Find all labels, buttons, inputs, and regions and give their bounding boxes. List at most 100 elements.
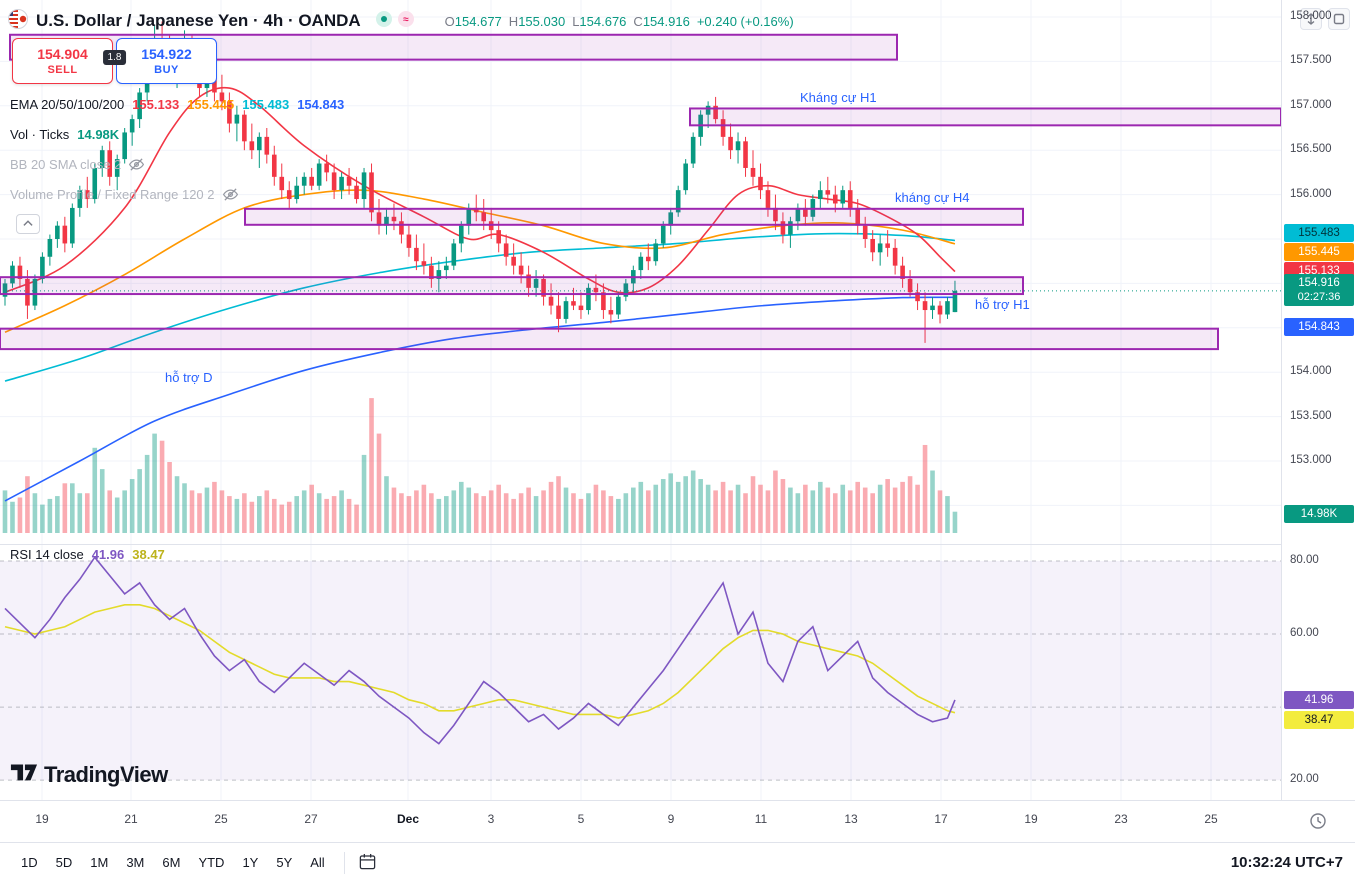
eye-off-icon[interactable] [222,187,238,202]
indicator-legend-row[interactable]: Volume Profile / Fixed Range 120 2 [10,184,344,204]
time-axis[interactable]: 19 21 25 27 Dec 3 5 9 11 13 17 19 23 25 [0,800,1355,842]
collapse-legend-button[interactable] [16,214,40,234]
svg-text:≈: ≈ [403,14,409,25]
price-label-chip: 14.98K [1284,505,1354,523]
range-button-5d[interactable]: 5D [47,850,82,875]
sell-button[interactable]: 154.904 SELL [12,38,113,84]
price-axis-label: 156.000 [1290,187,1332,200]
rsi-indicator-legend[interactable]: RSI 14 close 41.96 38.47 [10,547,165,562]
toolbar-divider [343,851,345,874]
time-axis-label: 23 [1114,812,1128,826]
rsi-axis-label: 80.00 [1290,554,1319,566]
price-label-chip: 41.96 [1284,691,1354,709]
indicator-name: EMA 20/50/100/200 [10,96,125,112]
rsi-line-rsi [4,556,956,745]
range-button-1m[interactable]: 1M [81,850,117,875]
trade-widget: 154.904 SELL 154.922 BUY 1.8 [12,38,217,84]
price-axis-label: 158.000 [1290,10,1332,22]
zone-kháng cự H4[interactable] [244,207,1024,226]
price-axis-label: 157.000 [1290,98,1332,111]
time-axis-label: Dec [396,812,419,826]
price-axis-label: 157.500 [1290,54,1332,67]
volume-series [2,398,958,533]
price-label-chip: 155.445 [1284,243,1354,261]
zone-label[interactable]: kháng cự H4 [895,190,970,205]
price-axis[interactable]: 158.000 157.500 157.000 156.500 156.000 154.0… [1281,0,1355,800]
time-axis-label: 13 [844,812,858,826]
zone-label[interactable]: Kháng cự H1 [800,90,877,105]
session-clock[interactable]: 10:32:24 UTC+7 [1230,854,1343,871]
range-button-1y[interactable]: 1Y [233,850,267,875]
rsi-chart-canvas[interactable] [0,545,1281,800]
logo-text: TradingView [44,761,168,787]
rsi-grid [41,545,1212,800]
time-axis-label: 19 [1024,812,1038,826]
tradingview-logo[interactable]: TradingView [10,760,168,789]
time-axis-label: 19 [35,812,49,826]
buy-button[interactable]: 154.922 BUY [116,38,217,84]
calendar-icon [358,852,377,874]
indicator-legend-row[interactable]: Vol · Ticks 14.98K [10,124,344,144]
bar-countdown: 02:27:36 [1297,291,1341,303]
eye-off-icon[interactable] [129,157,145,172]
zone-hỗ trợ D[interactable] [0,327,1219,351]
indicator-name: BB 20 SMA close 2 [10,156,122,172]
price-axis-label: 153.500 [1290,409,1332,422]
scale-reset-icon[interactable] [1300,8,1322,30]
open-value: 154.677 [454,13,502,29]
time-axis-label: 17 [934,812,948,826]
tradingview-logo-icon [10,760,38,789]
close-value: 154.916 [642,13,690,29]
sell-price: 154.904 [37,46,88,62]
indicator-value: 155.133 [132,96,180,112]
chevron-up-icon [21,217,35,232]
zone-label[interactable]: hỗ trợ D [165,370,213,385]
range-button-1d[interactable]: 1D [12,850,47,875]
rsi-pane[interactable] [0,545,1281,800]
indicator-value: 154.843 [297,96,345,112]
candlestick-series [2,21,958,343]
delayed-data-icon[interactable]: ≈ [397,10,415,33]
bottom-toolbar: 1D 5D 1M 3M 6M YTD 1Y 5Y All 10:32:24 UTC+7 [0,842,1355,882]
range-button-all[interactable]: All [301,850,333,875]
rsi-legend-name: RSI 14 close [10,547,84,562]
price-axis-label: 154.000 [1290,365,1332,378]
timezone-clock-icon[interactable] [1306,810,1330,834]
time-axis-label: 11 [754,812,768,826]
price-chart-pane[interactable] [0,0,1282,545]
maximize-pane-icon[interactable] [1328,8,1350,30]
zone-hỗ trợ H1[interactable] [0,276,1024,296]
price-label-chip: 155.483 [1284,224,1354,242]
time-axis-label: 9 [667,812,675,826]
price-axis-label: 153.000 [1290,454,1332,466]
range-button-5y[interactable]: 5Y [267,850,301,875]
spread-badge: 1.8 [102,50,127,65]
rsi-value: 41.96 [91,547,125,562]
time-axis-label: 25 [1204,812,1218,826]
symbol-title[interactable]: U.S. Dollar / Japanese Yen · 4h · OANDA [36,11,361,30]
range-button-ytd[interactable]: YTD [189,850,233,875]
ohlc-readout: O154.677 H155.030 L154.676 C154.916 +0.2… [444,13,794,29]
go-to-date-button[interactable] [355,849,380,877]
ema-line-ema-100 [4,232,956,382]
usdjpy-flag-icon [8,8,28,34]
zone-Kháng cự H1[interactable] [689,107,1282,127]
time-axis-label: 5 [577,812,585,826]
indicator-legend-row[interactable]: BB 20 SMA close 2 [10,154,344,174]
time-axis-label: 3 [487,812,495,826]
pane-divider[interactable] [0,544,1355,545]
high-value: 155.030 [518,13,566,29]
indicator-value: 155.445 [187,96,235,112]
price-axis-label: 156.500 [1290,143,1332,156]
rsi-axis-label: 60.00 [1290,627,1319,640]
buy-price: 154.922 [141,46,192,62]
candlestick-chart-canvas[interactable] [0,0,1282,545]
rsi-band [0,561,1281,781]
indicator-legend-row[interactable]: EMA 20/50/100/200 155.133 155.445 155.483 15… [10,94,344,114]
zone-label[interactable]: hỗ trợ H1 [975,297,1030,312]
range-button-6m[interactable]: 6M [153,850,189,875]
rsi-axis-label: 20.00 [1290,773,1319,786]
range-button-3m[interactable]: 3M [117,850,153,875]
market-status-icon[interactable] [375,10,393,33]
